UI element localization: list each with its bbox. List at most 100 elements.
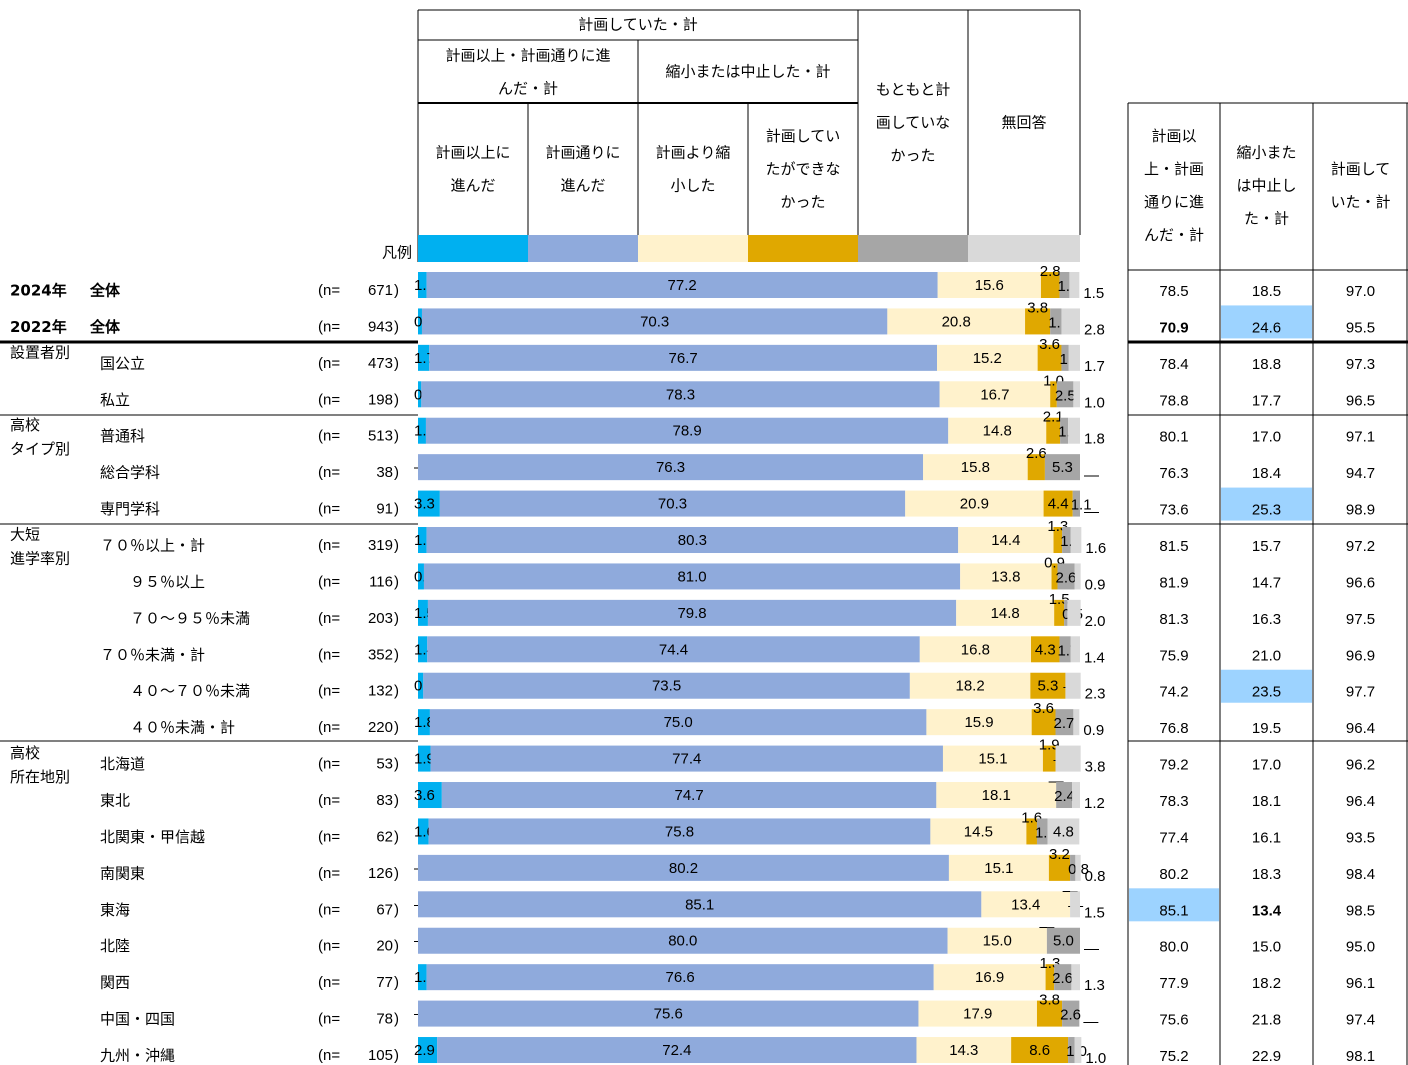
bar-segment bbox=[425, 417, 949, 444]
n-suffix: ) bbox=[394, 610, 399, 627]
summary-cell: 96.4 bbox=[1346, 793, 1375, 810]
bar-segment bbox=[418, 563, 424, 590]
summary-cell: 75.9 bbox=[1159, 647, 1188, 664]
legend-swatch bbox=[638, 235, 748, 262]
bar-segment bbox=[1061, 308, 1080, 335]
value-label: 1.1 bbox=[1071, 497, 1092, 514]
bar-segment bbox=[421, 381, 940, 408]
summary-header: た・計 bbox=[1244, 210, 1289, 228]
bar-segment bbox=[948, 417, 1047, 444]
header-group: 縮小または中止した・計 bbox=[665, 63, 830, 81]
bar-segment bbox=[418, 1037, 438, 1064]
bar-segment bbox=[1064, 599, 1068, 626]
row-label: 全体 bbox=[89, 318, 121, 336]
value-label: 14.3 bbox=[949, 1042, 978, 1059]
bar-segment bbox=[937, 344, 1038, 371]
n-prefix: (n= bbox=[318, 974, 340, 991]
row-label: 北海道 bbox=[100, 755, 145, 773]
n-suffix: ) bbox=[394, 501, 399, 518]
bar-segment bbox=[418, 709, 430, 736]
n-value: 352 bbox=[368, 646, 393, 663]
value-label: 0.8 bbox=[1085, 868, 1106, 885]
value-label: 0.9 bbox=[1083, 722, 1104, 739]
bar-segment bbox=[418, 782, 442, 809]
header-group: んだ・計 bbox=[498, 80, 558, 98]
bar-segment bbox=[1053, 527, 1063, 554]
bar-segment bbox=[887, 308, 1026, 335]
summary-cell: 21.0 bbox=[1252, 647, 1281, 664]
summary-cell: 97.3 bbox=[1346, 356, 1375, 373]
value-label: 2.6 bbox=[1026, 445, 1047, 462]
bar-segment bbox=[1055, 745, 1081, 772]
bar-segment bbox=[426, 527, 959, 554]
legend-entry: 計画以上に進んだ bbox=[435, 143, 510, 194]
value-label: 75.0 bbox=[664, 714, 693, 731]
value-label: 16.7 bbox=[980, 386, 1009, 403]
row-label: 総合学科 bbox=[100, 464, 160, 482]
bar-segment bbox=[909, 672, 1031, 699]
bar-segment bbox=[1047, 818, 1080, 845]
summary-cell: 79.2 bbox=[1159, 757, 1188, 774]
n-suffix: ) bbox=[394, 683, 399, 700]
n-value: 105 bbox=[368, 1047, 393, 1064]
n-prefix: (n= bbox=[318, 428, 340, 445]
bar-segment bbox=[1072, 490, 1080, 517]
n-suffix: ) bbox=[394, 646, 399, 663]
value-label: 15.0 bbox=[983, 933, 1012, 950]
n-value: 83 bbox=[376, 792, 393, 809]
bar-segment bbox=[947, 927, 1047, 954]
summary-cell: 73.6 bbox=[1159, 502, 1188, 519]
value-label: 76.6 bbox=[666, 969, 695, 986]
summary-cell: 19.5 bbox=[1252, 720, 1281, 737]
summary-cell: 22.9 bbox=[1252, 1048, 1281, 1065]
legend-entry: 計画より縮小した bbox=[656, 143, 731, 194]
bar-segment bbox=[1025, 308, 1051, 335]
value-label: 1.4 bbox=[1084, 649, 1105, 666]
n-suffix: ) bbox=[394, 828, 399, 845]
bar-segment bbox=[1072, 782, 1080, 809]
row-label: ７０～９５％未満 bbox=[130, 609, 250, 627]
bar-segment bbox=[1075, 854, 1081, 881]
value-label: 8.6 bbox=[1029, 1042, 1050, 1059]
value-label: 1.8 bbox=[1084, 431, 1105, 448]
summary-cell: 80.2 bbox=[1159, 866, 1188, 883]
n-prefix: (n= bbox=[318, 282, 340, 299]
row-label: 東海 bbox=[100, 901, 130, 919]
n-prefix: (n= bbox=[318, 865, 340, 882]
legend-swatch bbox=[748, 235, 858, 262]
bar-segment bbox=[418, 636, 428, 663]
summary-cell: 81.9 bbox=[1159, 574, 1188, 591]
n-prefix: (n= bbox=[318, 537, 340, 554]
n-suffix: ) bbox=[394, 464, 399, 481]
group-label: 設置者別 bbox=[10, 343, 70, 361]
bar-segment bbox=[1068, 1037, 1075, 1064]
n-suffix: ) bbox=[394, 318, 399, 335]
bar-segment bbox=[948, 854, 1049, 881]
bar-segment bbox=[937, 272, 1041, 298]
summary-cell: 18.1 bbox=[1252, 793, 1281, 810]
value-label: 1.3 bbox=[1084, 977, 1105, 994]
bar-segment bbox=[1031, 709, 1056, 736]
bar-segment bbox=[418, 964, 427, 991]
summary-cell: 17.0 bbox=[1252, 429, 1281, 446]
summary-cell: 15.0 bbox=[1252, 939, 1281, 956]
bar-segment bbox=[1037, 344, 1062, 371]
bar-segment bbox=[1054, 964, 1072, 991]
n-value: 38 bbox=[376, 464, 393, 481]
value-label: 75.6 bbox=[654, 1006, 683, 1023]
bar-segment bbox=[418, 308, 422, 335]
n-suffix: ) bbox=[394, 865, 399, 882]
summary-cell: 80.1 bbox=[1159, 429, 1188, 446]
value-label: 77.2 bbox=[668, 277, 697, 294]
summary-cell: 21.8 bbox=[1252, 1012, 1281, 1029]
summary-cell: 77.9 bbox=[1159, 975, 1188, 992]
bar-segment bbox=[1062, 527, 1071, 554]
bar-segment bbox=[430, 745, 943, 772]
group-label: 2024年 bbox=[10, 282, 67, 300]
group-label: タイプ別 bbox=[10, 440, 70, 458]
value-label: 2.6 bbox=[1055, 569, 1076, 586]
n-value: 20 bbox=[376, 938, 393, 955]
summary-cell: 98.1 bbox=[1346, 1048, 1375, 1065]
summary-cell: 18.2 bbox=[1252, 975, 1281, 992]
cell-highlight bbox=[1221, 669, 1312, 703]
